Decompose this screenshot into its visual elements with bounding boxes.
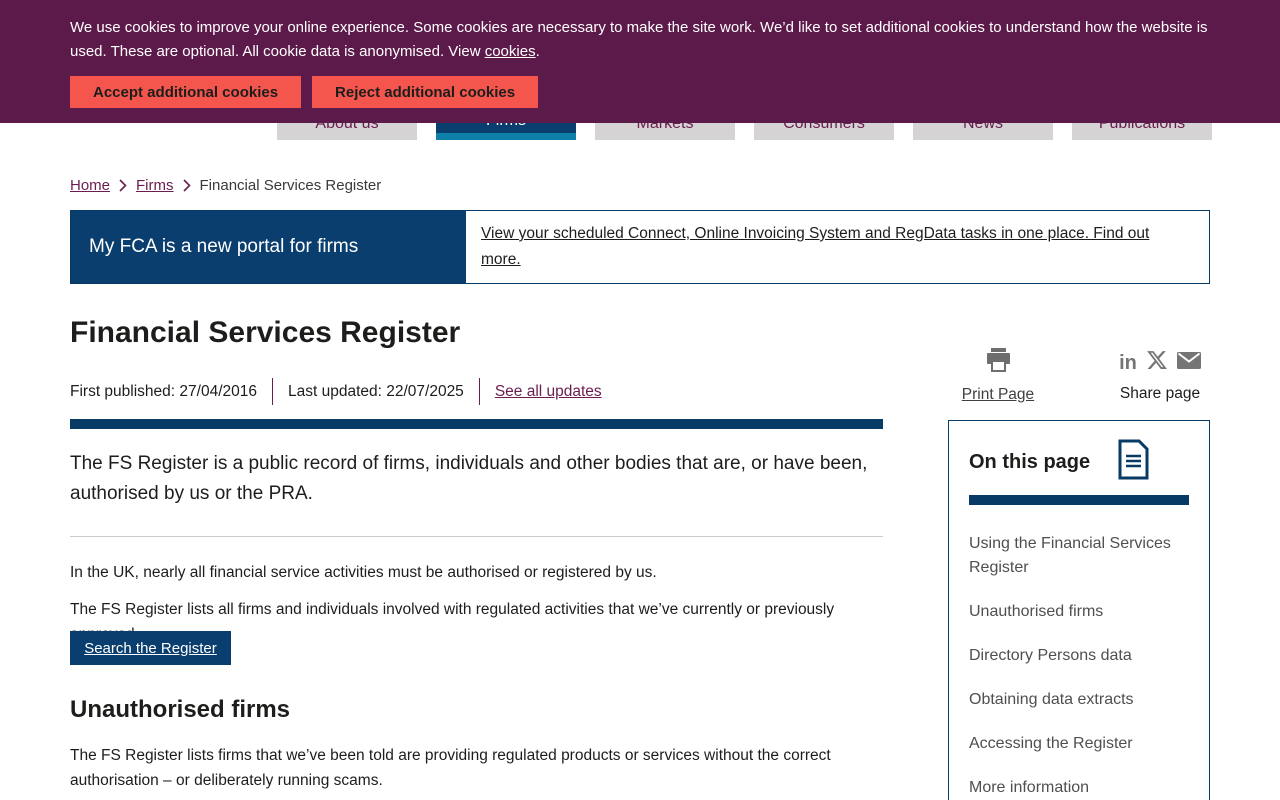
document-icon — [1118, 439, 1149, 485]
share-page-block: in Share page — [1103, 350, 1217, 403]
see-all-updates-link[interactable]: See all updates — [494, 382, 602, 400]
print-page-block: Print Page — [938, 348, 1058, 404]
breadcrumb-current: Financial Services Register — [199, 177, 382, 194]
sidebar-link-data-extracts[interactable]: Obtaining data extracts — [969, 691, 1134, 708]
chevron-right-icon — [119, 179, 127, 192]
share-page-label: Share page — [1119, 385, 1201, 402]
lead-paragraph: The FS Register is a public record of fi… — [70, 453, 868, 504]
linkedin-icon[interactable]: in — [1119, 351, 1137, 374]
paragraph-authorised: In the UK, nearly all financial service … — [70, 564, 657, 581]
sidebar-link-directory-persons[interactable]: Directory Persons data — [969, 647, 1132, 664]
reject-cookies-button[interactable]: Reject additional cookies — [312, 76, 539, 108]
cookie-message-text: We use cookies to improve your online ex… — [70, 19, 1208, 60]
chevron-right-icon — [182, 179, 191, 192]
on-this-page-header: On this page — [969, 439, 1191, 485]
on-this-page-title: On this page — [969, 450, 1091, 473]
sidebar-link-accessing-register[interactable]: Accessing the Register — [969, 735, 1133, 752]
breadcrumb: Home Firms Financial Services Register — [70, 177, 381, 194]
print-page-link[interactable]: Print Page — [961, 386, 1035, 403]
cookie-message: We use cookies to improve your online ex… — [70, 16, 1210, 64]
paragraph-unauthorised: The FS Register lists firms that we’ve b… — [70, 747, 831, 789]
cookies-link[interactable]: cookies — [484, 43, 536, 60]
cookie-buttons: Accept additional cookies Reject additio… — [70, 76, 539, 108]
email-icon[interactable] — [1176, 351, 1201, 374]
search-the-register-button[interactable]: Search the Register — [70, 631, 231, 665]
meta-divider — [478, 378, 480, 405]
cookie-banner: We use cookies to improve your online ex… — [0, 0, 1280, 123]
unauthorised-firms-heading: Unauthorised firms — [70, 696, 291, 723]
first-published-date: First published: 27/04/2016 — [70, 382, 257, 400]
x-twitter-icon[interactable] — [1146, 349, 1168, 376]
content-divider — [70, 536, 883, 537]
accept-cookies-button[interactable]: Accept additional cookies — [70, 76, 302, 108]
breadcrumb-home-link[interactable]: Home — [70, 177, 111, 194]
sidebar-link-unauthorised-firms[interactable]: Unauthorised firms — [969, 603, 1104, 620]
sidebar-accent-bar — [969, 495, 1189, 505]
page-title: Financial Services Register — [70, 316, 461, 349]
myfca-banner-link[interactable]: View your scheduled Connect, Online Invo… — [481, 225, 1150, 268]
on-this-page-card: On this page Using the Financial Service… — [948, 420, 1210, 800]
printer-icon[interactable] — [985, 348, 1012, 376]
last-updated-date: Last updated: 22/07/2025 — [287, 382, 464, 400]
breadcrumb-firms-link[interactable]: Firms — [136, 177, 174, 194]
sidebar-link-more-information[interactable]: More information — [969, 779, 1090, 796]
myfca-banner-title: My FCA is a new portal for firms — [71, 211, 466, 283]
myfca-banner: My FCA is a new portal for firms View yo… — [70, 210, 1210, 284]
page-meta: First published: 27/04/2016 Last updated… — [70, 378, 602, 405]
on-this-page-links: Using the Financial Services Register Un… — [969, 532, 1181, 800]
sidebar-link-using-register[interactable]: Using the Financial Services Register — [969, 535, 1171, 576]
content-accent-bar — [70, 419, 883, 429]
meta-divider — [271, 378, 273, 405]
cookie-message-suffix: . — [535, 43, 540, 60]
share-icons: in — [1103, 350, 1217, 375]
